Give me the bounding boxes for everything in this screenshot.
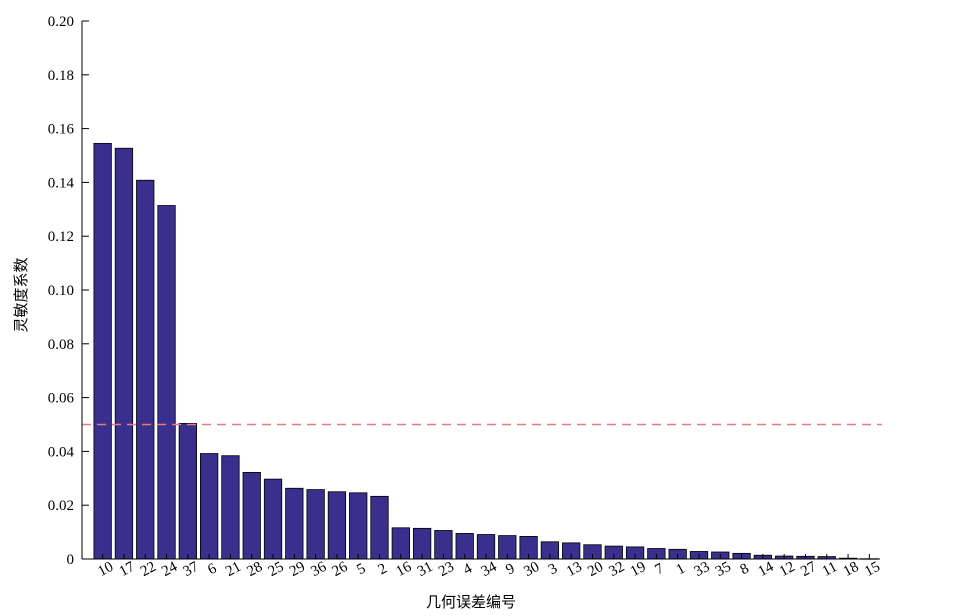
x-tick-label: 6 xyxy=(205,560,220,578)
x-tick-label: 18 xyxy=(841,559,862,580)
y-tick-label: 0.04 xyxy=(48,444,75,460)
x-tick-label: 16 xyxy=(394,559,415,580)
x-tick-label: 7 xyxy=(652,560,667,578)
x-tick-label: 10 xyxy=(95,559,116,580)
bar-24 xyxy=(157,205,176,560)
y-tick-label: 0.18 xyxy=(48,68,74,84)
x-tick-label: 24 xyxy=(159,559,180,580)
x-tick-label: 14 xyxy=(756,559,777,580)
x-tick-label: 31 xyxy=(415,559,436,580)
y-tick-label: 0.14 xyxy=(48,175,75,191)
y-tick-label: 0.20 xyxy=(48,14,74,30)
y-axis-ticks: 0 0.02 0.04 0.06 0.08 0.10 0.12 0.14 0.16 0.18 0.2… xyxy=(48,14,89,568)
bar-22 xyxy=(136,179,155,560)
x-tick-label: 22 xyxy=(138,559,159,580)
x-tick-label: 28 xyxy=(244,559,265,580)
y-tick-label: 0.08 xyxy=(48,337,74,353)
x-tick-label: 3 xyxy=(546,561,560,579)
x-tick-label: 1 xyxy=(674,561,688,579)
bar-36 xyxy=(306,489,325,560)
x-tick-label: 35 xyxy=(713,559,734,580)
y-tick-label: 0.12 xyxy=(48,229,74,245)
y-tick-label: 0 xyxy=(67,552,75,568)
bar-29 xyxy=(285,487,304,560)
x-tick-label: 29 xyxy=(287,559,308,580)
x-tick-label: 32 xyxy=(607,559,628,580)
bars xyxy=(93,142,879,560)
x-tick-label: 8 xyxy=(738,561,752,579)
x-tick-label: 25 xyxy=(266,559,287,580)
x-tick-label: 36 xyxy=(308,559,329,580)
x-tick-label: 26 xyxy=(330,559,351,580)
x-tick-label: 27 xyxy=(798,559,819,580)
x-tick-label: 5 xyxy=(354,561,368,579)
bar-37 xyxy=(178,423,197,560)
x-tick-label: 11 xyxy=(820,559,840,580)
x-tick-label: 13 xyxy=(564,559,585,580)
x-tick-label: 19 xyxy=(628,559,649,580)
x-tick-label: 2 xyxy=(376,561,390,579)
x-tick-label: 34 xyxy=(479,559,500,580)
bar-21 xyxy=(221,455,240,560)
x-tick-label: 37 xyxy=(181,559,202,580)
x-tick-label: 23 xyxy=(436,559,457,580)
x-tick-label: 15 xyxy=(862,559,883,580)
x-tick-label: 33 xyxy=(692,559,713,580)
x-axis-ticks: 10 17 22 24 37 6 21 28 25 29 36 26 5 2 16 31 23 4 34 9 30 3 13… xyxy=(95,554,883,580)
y-tick-label: 0.10 xyxy=(48,283,74,299)
x-tick-label: 21 xyxy=(223,559,244,580)
bar-28 xyxy=(242,471,261,560)
x-tick-label: 20 xyxy=(585,559,606,580)
bar-5 xyxy=(349,492,368,560)
bar-25 xyxy=(263,478,283,560)
bar-10 xyxy=(93,142,112,560)
x-tick-label: 17 xyxy=(117,559,138,580)
x-tick-label: 30 xyxy=(521,559,542,580)
y-tick-label: 0.06 xyxy=(48,391,75,407)
bar-17 xyxy=(114,147,134,560)
x-tick-label: 12 xyxy=(777,559,798,580)
y-axis-title: 灵敏度系数 xyxy=(12,257,30,332)
bar-26 xyxy=(327,491,347,560)
x-axis-title: 几何误差编号 xyxy=(426,593,516,611)
y-tick-label: 0.02 xyxy=(48,498,74,514)
x-tick-label: 4 xyxy=(461,560,476,578)
bar-2 xyxy=(370,495,389,560)
x-tick-label: 9 xyxy=(503,561,517,579)
bar-6 xyxy=(200,453,219,560)
y-tick-label: 0.16 xyxy=(48,122,75,138)
